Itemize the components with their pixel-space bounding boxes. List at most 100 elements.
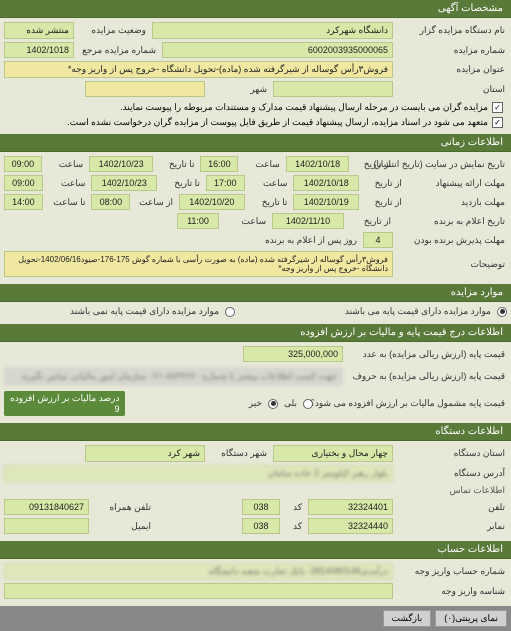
section-vat-body: قیمت پایه (ارزش ریالی مزایده) به عدد 325… xyxy=(0,342,511,423)
code-field-2: 038 xyxy=(242,518,280,534)
base-num-field: 325,000,000 xyxy=(243,346,343,362)
province-field xyxy=(273,81,393,97)
check1-text: مزایده گران می بایست در مرحله ارسال پیشن… xyxy=(120,102,488,113)
section-vat-header: اطلاعات درج قیمت پایه و مالیات بر ارزش ا… xyxy=(0,324,511,342)
city-field xyxy=(85,81,205,97)
hour-1a: ساعت xyxy=(242,159,282,170)
from-date-4: از تاریخ xyxy=(348,216,393,227)
tel-label: تلفن xyxy=(397,502,507,513)
announce-date: 1402/11/10 xyxy=(272,213,344,229)
ref-no-label: شماره مزایده مرجع xyxy=(78,45,158,56)
display-from: 1402/10/18 xyxy=(286,156,350,172)
to-hour-3: تا ساعت xyxy=(47,197,88,208)
acc-field: درآمدی2814080148- بانک تجارت شعبه دانشگا… xyxy=(4,563,393,580)
section-account-body: شماره حساب واریز وجه درآمدی2814080148- ب… xyxy=(0,559,511,606)
from-date-2: از تاریخ xyxy=(363,178,404,189)
from-date-1: از تاریخ xyxy=(353,159,393,170)
desc-label: توضیحات xyxy=(397,259,507,270)
fax-field: 32324440 xyxy=(308,518,393,534)
hour-4: ساعت xyxy=(223,216,268,227)
check2-row: ✓ متعهد می شود در اسناد مزایده، ارسال پی… xyxy=(4,115,507,130)
org-addr-field: بلوار رهبر-کیلومتر 2 جاده سامان xyxy=(4,465,393,482)
section-timing-header: اطلاعات زمانی xyxy=(0,134,511,152)
email-field xyxy=(4,518,89,534)
radio-vat-yes[interactable] xyxy=(303,399,313,409)
org-city-label: شهر دستگاه xyxy=(209,448,269,459)
ref-no-field: 1402/1018 xyxy=(4,42,74,58)
check1-box[interactable]: ✓ xyxy=(492,102,503,113)
bid-from: 1402/10/18 xyxy=(293,175,359,191)
visit-from: 1402/10/19 xyxy=(293,194,359,210)
hour-2b: ساعت xyxy=(47,178,88,189)
base-word-label: قیمت پایه (ارزش ریالی مزایده) به حروف xyxy=(347,371,507,382)
accept-label: مهلت پذیرش برنده بودن xyxy=(397,235,507,246)
org-province-field: چهار محال و بختیاری xyxy=(273,445,393,462)
from-hour-3: از ساعت xyxy=(134,197,175,208)
auction-no-label: شماره مزایده xyxy=(397,45,507,56)
org-field: دانشگاه شهرکرد xyxy=(152,22,393,39)
id-field xyxy=(4,583,393,599)
code-label-1: کد xyxy=(284,502,304,513)
check1-row: ✓ مزایده گران می بایست در مرحله ارسال پی… xyxy=(4,100,507,115)
announce-h: 11:00 xyxy=(177,213,219,229)
radio-no-base[interactable] xyxy=(225,307,235,317)
subject-label: عنوان مزایده xyxy=(397,64,507,75)
org-label: نام دستگاه مزایده گزار xyxy=(397,25,507,36)
display-label: تاریخ نمایش در سایت (تاریخ انتشار) xyxy=(397,159,507,170)
vat-pct-badge: درصد مالیات بر ارزش افزوده 9 xyxy=(4,391,125,416)
tel-field: 32324401 xyxy=(308,499,393,515)
bid-to-h: 09:00 xyxy=(4,175,43,191)
accept-days: 4 xyxy=(363,232,393,248)
no-base-label: موارد مزایده دارای قیمت پایه نمی باشند xyxy=(68,306,221,317)
from-date-3: از تاریخ xyxy=(363,197,404,208)
radio-vat-no[interactable] xyxy=(268,399,278,409)
base-num-label: قیمت پایه (ارزش ریالی مزایده) به عدد xyxy=(347,349,507,360)
status-label: وضعیت مزایده xyxy=(78,25,148,36)
desc-field: فروش۳رأس گوساله از شیرگرفته شده (ماده) ب… xyxy=(4,251,393,277)
check2-box[interactable]: ✓ xyxy=(492,117,503,128)
section-org-header: اطلاعات دستگاه xyxy=(0,423,511,441)
display-to-h: 09:00 xyxy=(4,156,42,172)
hour-1b: ساعت xyxy=(46,159,86,170)
email-label: ایمیل xyxy=(93,521,153,532)
section-account-header: اطلاعات حساب xyxy=(0,541,511,559)
status-field: منتشر شده xyxy=(4,22,74,39)
vat-no: خیر xyxy=(247,398,264,409)
day-after-label: روز پس از اعلام به برنده xyxy=(263,235,359,246)
display-to: 1402/10/23 xyxy=(89,156,153,172)
visit-to-h: 14:00 xyxy=(4,194,43,210)
back-button[interactable]: بازگشت xyxy=(383,610,432,627)
bid-from-h: 17:00 xyxy=(206,175,245,191)
section-general-header: مشخصات آگهی xyxy=(0,0,511,18)
visit-label: مهلت بازدید xyxy=(408,197,507,208)
section-item-body: موارد مزایده دارای قیمت پایه می باشند مو… xyxy=(0,302,511,324)
has-base-label: موارد مزایده دارای قیمت پایه می باشند xyxy=(343,306,493,317)
section-item-header: موارد مزایده xyxy=(0,284,511,302)
section-org-body: استان دستگاه چهار محال و بختیاری شهر دست… xyxy=(0,441,511,541)
fax-label: نمابر xyxy=(397,521,507,532)
visit-from-h: 08:00 xyxy=(91,194,130,210)
vat-note: جهت کسب اطلاعات بیشتر با شماره ۸۸۳۴۶۷۰-۰… xyxy=(4,367,343,386)
org-city-field: شهر کرد xyxy=(85,445,205,462)
subject-field: فروش۳رأس گوساله از شیرگرفته شده (ماده)-ت… xyxy=(4,61,393,78)
check2-text: متعهد می شود در اسناد مزایده، ارسال پیشن… xyxy=(67,117,488,128)
bid-label: مهلت ارائه پیشنهاد xyxy=(408,178,507,189)
section-timing-body: تاریخ نمایش در سایت (تاریخ انتشار) از تا… xyxy=(0,152,511,284)
mobile-label: تلفن همراه xyxy=(93,502,153,513)
acc-label: شماره حساب واریز وجه xyxy=(397,566,507,577)
footer-bar: نمای پرینتی(۰) بازگشت xyxy=(0,606,511,631)
to-date-2: تا تاریخ xyxy=(161,178,202,189)
preview-button[interactable]: نمای پرینتی(۰) xyxy=(435,610,507,627)
province-label: استان xyxy=(397,84,507,95)
id-label: شناسه واریز وجه xyxy=(397,586,507,597)
mobile-field: 09131840627 xyxy=(4,499,89,515)
vat-q-label: قیمت پایه مشمول مالیات بر ارزش افزوده می… xyxy=(317,398,507,409)
hour-2a: ساعت xyxy=(249,178,290,189)
radio-has-base[interactable] xyxy=(497,307,507,317)
to-date-1: تا تاریخ xyxy=(157,159,197,170)
display-from-h: 16:00 xyxy=(200,156,238,172)
visit-to: 1402/10/20 xyxy=(179,194,245,210)
to-date-3: تا تاریخ xyxy=(249,197,290,208)
vat-yes: بلی xyxy=(282,398,299,409)
code-label-2: کد xyxy=(284,521,304,532)
